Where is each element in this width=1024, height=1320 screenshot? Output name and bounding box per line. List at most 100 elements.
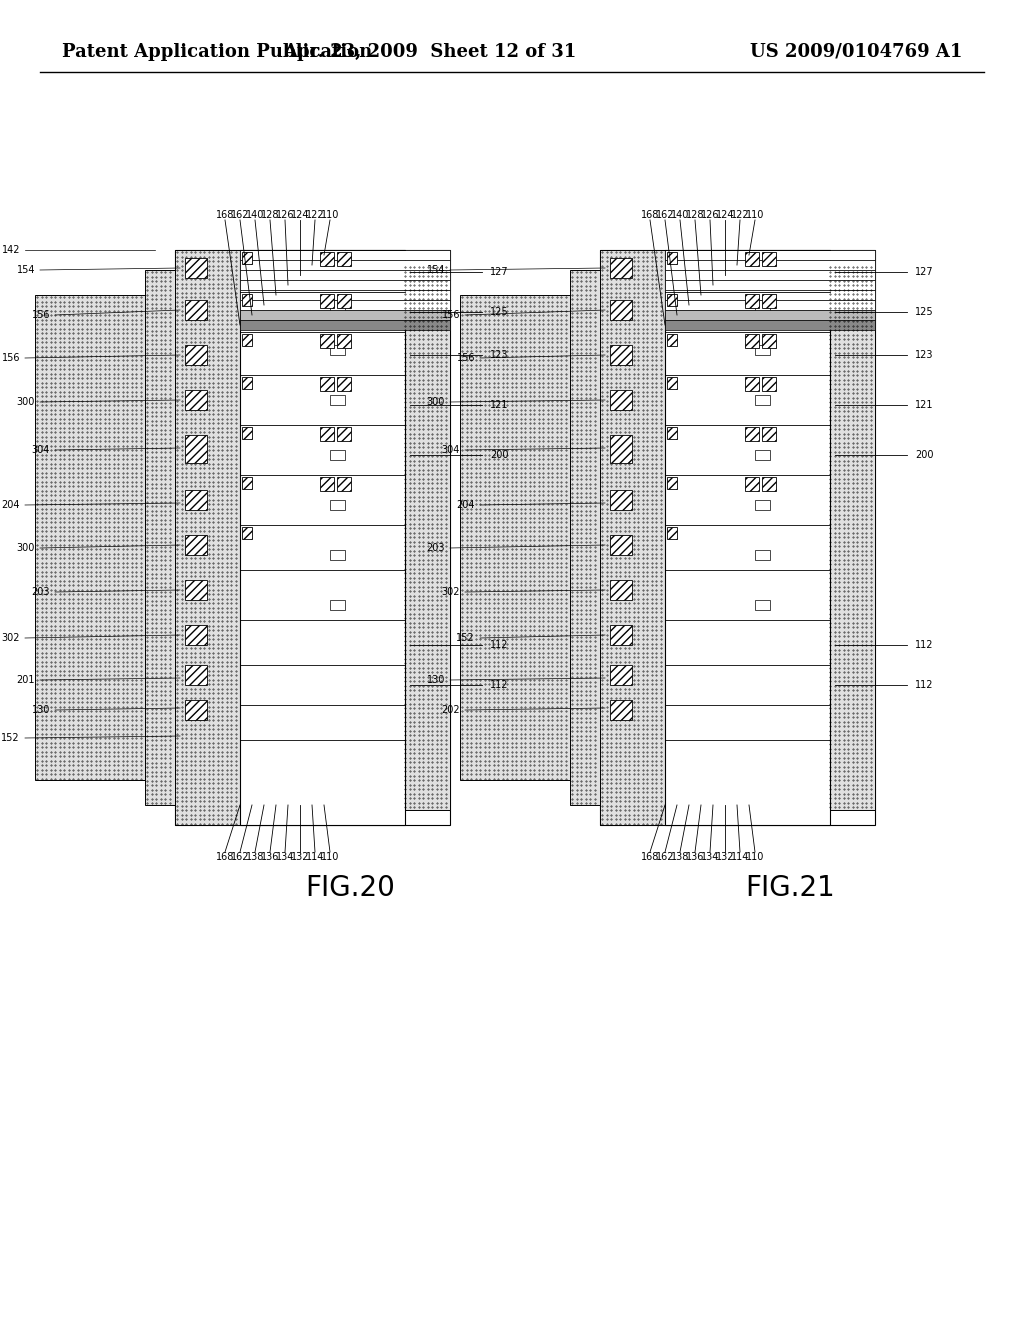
Text: 110: 110 [745,851,764,862]
Text: 300: 300 [427,397,445,407]
Bar [665,319,874,330]
Text: 132: 132 [291,851,309,862]
Bar [665,260,874,271]
Bar [665,290,874,300]
Text: 125: 125 [490,308,509,317]
Bar [600,249,874,825]
Bar [745,378,759,391]
Text: 138: 138 [246,851,264,862]
Bar [667,477,677,488]
Bar [755,450,770,459]
Text: 204: 204 [457,500,475,510]
Bar [665,271,874,280]
Text: 162: 162 [230,210,249,220]
Text: 142: 142 [1,246,20,255]
Text: 304: 304 [32,445,50,455]
Text: 168: 168 [216,851,234,862]
Bar [185,624,207,645]
Bar [610,700,632,719]
Text: 123: 123 [915,350,934,360]
Text: 302: 302 [1,634,20,643]
Bar [460,240,890,836]
Text: 156: 156 [457,352,475,363]
Text: 168: 168 [641,851,659,862]
Text: 300: 300 [16,397,35,407]
Bar [319,426,334,441]
Bar [745,477,759,491]
Bar [667,426,677,440]
Text: 112: 112 [915,680,934,690]
Bar [185,300,207,319]
Bar [665,280,874,290]
Bar [240,249,450,260]
Text: 134: 134 [275,851,294,862]
Bar [185,535,207,554]
Text: 300: 300 [16,543,35,553]
Bar [337,477,351,491]
Bar [242,527,252,539]
Text: 136: 136 [261,851,280,862]
Bar [755,300,770,310]
Bar [242,252,252,264]
Bar [185,700,207,719]
Bar [610,535,632,554]
Bar [745,426,759,441]
Bar [460,294,570,780]
Bar [337,252,351,267]
Bar [240,319,450,330]
Text: 128: 128 [261,210,280,220]
Text: 201: 201 [16,675,35,685]
Text: 162: 162 [230,851,249,862]
Text: US 2009/0104769 A1: US 2009/0104769 A1 [750,44,962,61]
Bar [242,378,252,389]
Text: 130: 130 [32,705,50,715]
Bar [665,310,874,319]
Bar [665,249,830,825]
Text: 112: 112 [490,680,509,690]
Text: 126: 126 [275,210,294,220]
Bar [610,579,632,601]
Bar [330,345,345,355]
Text: 140: 140 [671,210,689,220]
Bar [240,290,450,300]
Bar [185,345,207,366]
Text: FIG.20: FIG.20 [305,874,395,902]
Bar [242,477,252,488]
Text: 156: 156 [32,310,50,319]
Text: 134: 134 [700,851,719,862]
Bar [330,500,345,510]
Bar [762,426,776,441]
Bar [319,252,334,267]
Bar [667,252,677,264]
Bar [610,300,632,319]
Bar [755,550,770,560]
Bar [240,310,450,319]
Text: 154: 154 [427,265,445,275]
Bar [667,334,677,346]
Bar [755,601,770,610]
Bar [828,265,874,810]
Bar [330,550,345,560]
Bar [185,490,207,510]
Bar [337,294,351,308]
Text: Apr. 23, 2009  Sheet 12 of 31: Apr. 23, 2009 Sheet 12 of 31 [284,44,577,61]
Bar [185,389,207,411]
Bar [600,249,665,825]
Bar [240,280,450,290]
Bar [35,294,145,780]
Text: 125: 125 [915,308,934,317]
Text: 121: 121 [915,400,934,411]
Text: 122: 122 [306,210,325,220]
Text: 302: 302 [441,587,460,597]
Text: Patent Application Publication: Patent Application Publication [62,44,373,61]
Bar [319,294,334,308]
Bar [745,334,759,348]
Bar [240,300,450,310]
Text: 200: 200 [915,450,934,459]
Bar [337,426,351,441]
Text: 124: 124 [716,210,734,220]
Text: 127: 127 [915,267,934,277]
Text: 132: 132 [716,851,734,862]
Bar [35,240,465,836]
Bar [185,579,207,601]
